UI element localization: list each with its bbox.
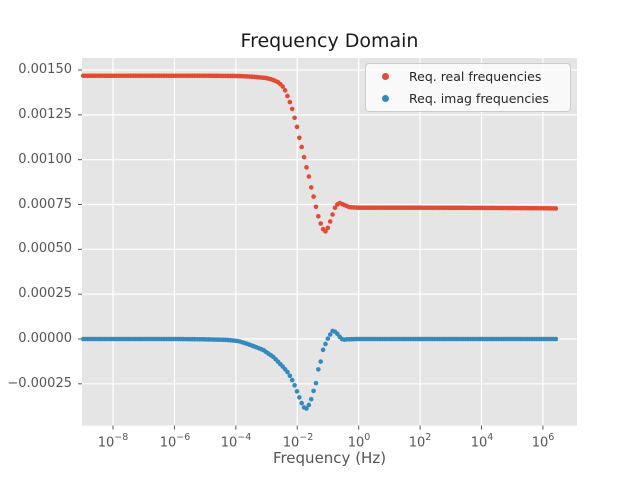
y-axis-tick-label: 0.00000 (18, 331, 72, 346)
y-axis-tick-label: 0.00075 (18, 197, 72, 212)
tick-exponent: 2 (425, 432, 432, 443)
x-axis-tick-label: 10−8 (83, 431, 143, 451)
x-axis-label: Frequency (Hz) (272, 449, 387, 467)
tick-base: 10 (97, 435, 115, 451)
plot-background (82, 58, 577, 426)
chart-title: Frequency Domain (240, 30, 419, 52)
y-axis-tick-label: −0.00025 (7, 376, 72, 391)
y-axis-tick-label: 0.00025 (18, 286, 72, 301)
tick-base: 10 (282, 435, 300, 451)
x-axis-tick-label: 102 (390, 431, 450, 451)
series-points-imag (80, 328, 559, 411)
legend-item-imag: Req. imag frequencies (366, 88, 570, 109)
tick-base: 10 (220, 435, 238, 451)
x-axis-tick-label: 10−4 (206, 431, 266, 451)
series-points-real (80, 73, 559, 234)
tick-exponent: −2 (299, 432, 314, 443)
x-axis-tick-label: 106 (513, 431, 573, 451)
tick-exponent: −4 (237, 432, 252, 443)
tick-exponent: 4 (487, 432, 494, 443)
blue-dot-icon (382, 94, 389, 102)
tick-exponent: 0 (364, 432, 371, 443)
y-axis-tick-label: 0.00125 (18, 107, 72, 122)
legend-item-real: Req. real frequencies (366, 66, 570, 87)
legend-label-imag: Req. imag frequencies (409, 90, 549, 106)
legend: Req. real frequencies Req. imag frequenc… (365, 63, 571, 112)
tick-exponent: 6 (548, 432, 555, 443)
red-dot-icon (382, 73, 389, 81)
tick-base: 10 (470, 435, 488, 451)
tick-base: 10 (408, 435, 426, 451)
x-axis-tick-label: 100 (329, 431, 389, 451)
y-axis-tick-label: 0.00050 (18, 241, 72, 256)
y-axis-tick-label: 0.00100 (18, 152, 72, 167)
x-axis-tick-label: 10−6 (145, 431, 205, 451)
tick-exponent: −6 (176, 432, 191, 443)
tick-base: 10 (347, 435, 365, 451)
x-axis-tick-label: 10−2 (268, 431, 328, 451)
tick-exponent: −8 (114, 432, 129, 443)
tick-base: 10 (159, 435, 177, 451)
legend-label-real: Req. real frequencies (409, 69, 542, 85)
y-axis-tick-label: 0.00150 (18, 62, 72, 77)
tick-base: 10 (531, 435, 549, 451)
x-axis-tick-label: 104 (452, 431, 512, 451)
